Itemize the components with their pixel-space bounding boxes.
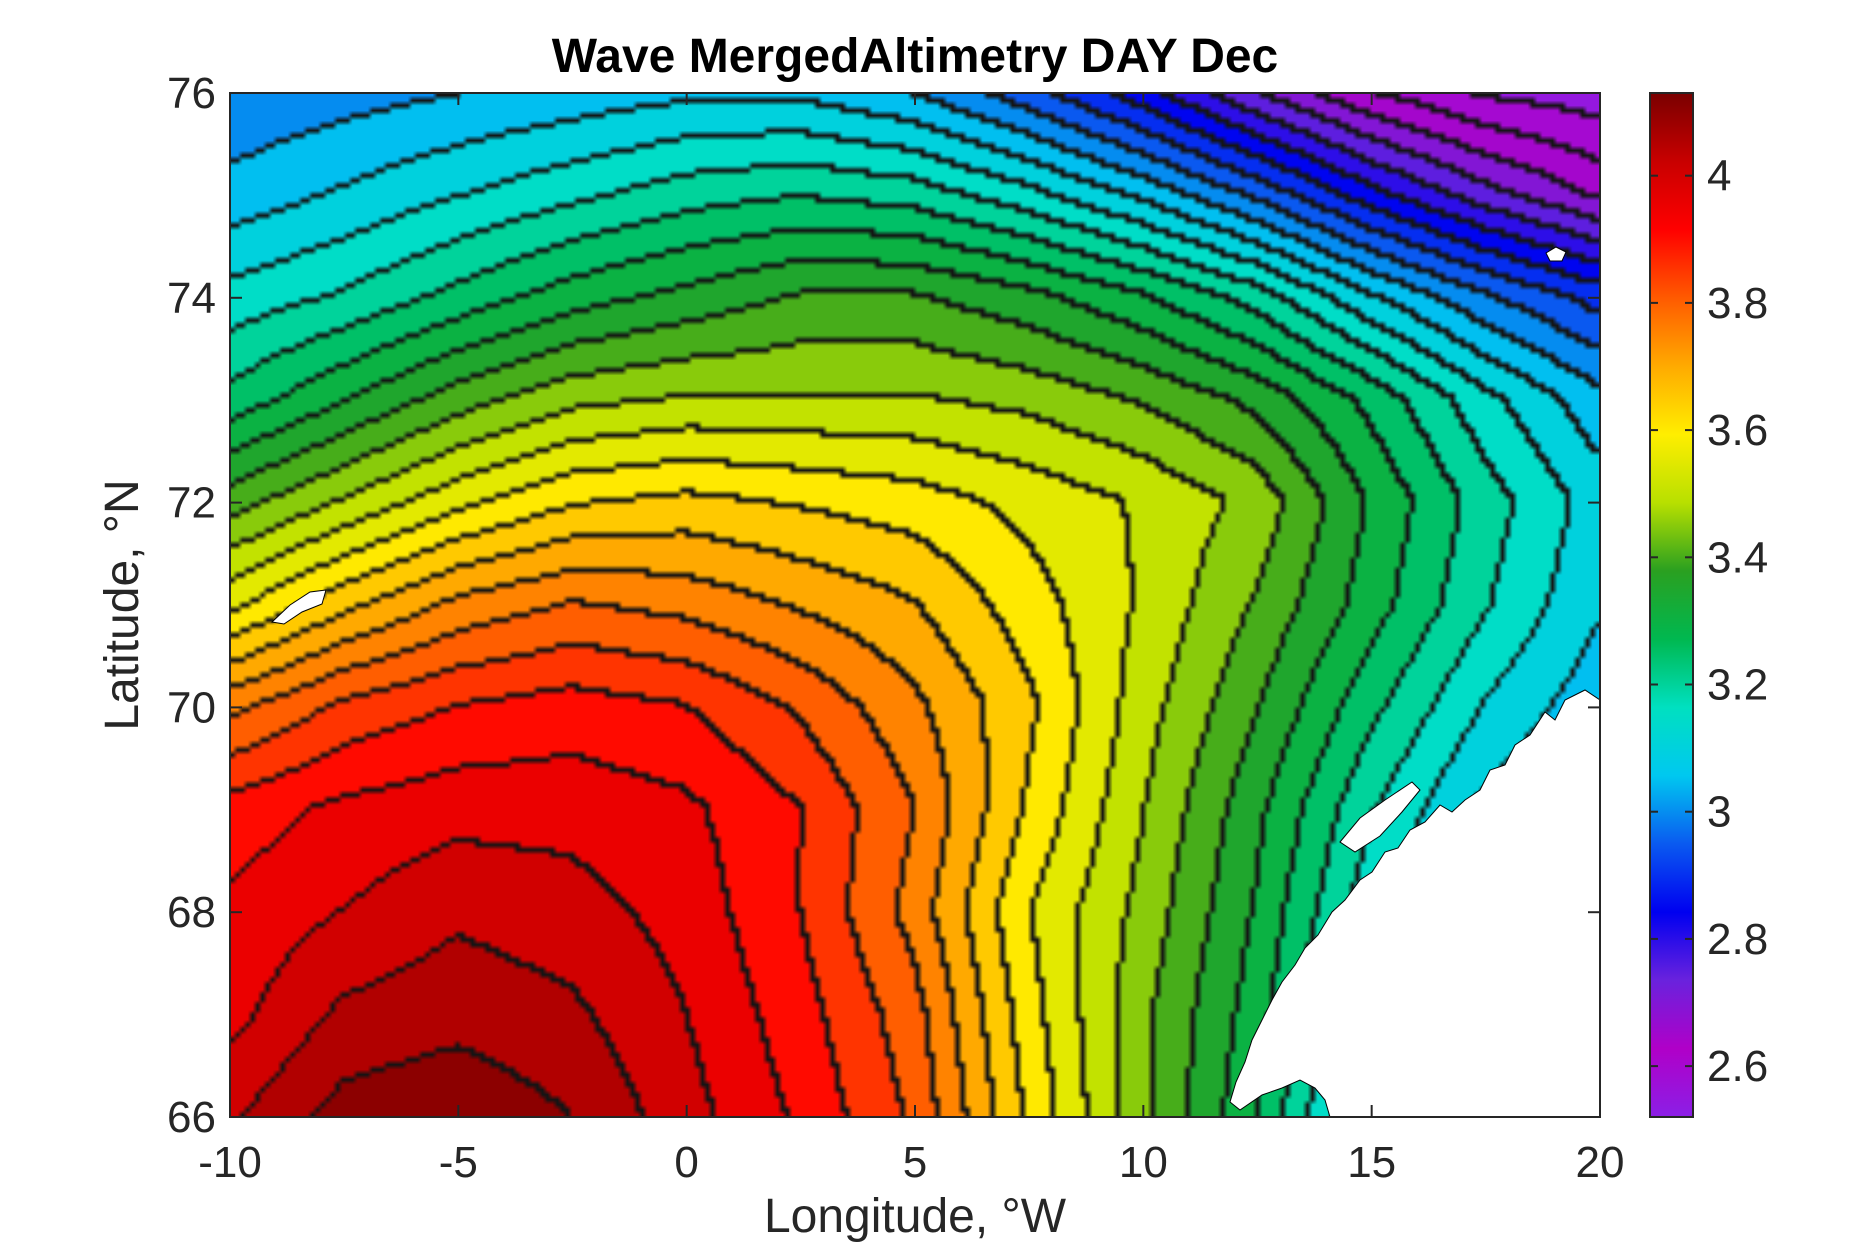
colorbar-tick-label: 3.2	[1707, 661, 1768, 710]
norway-coastline	[1229, 689, 1600, 1117]
colorbar-tick-label: 3	[1707, 788, 1731, 837]
island-northeast	[1545, 246, 1567, 262]
land-masses	[270, 246, 1600, 1117]
colorbar-tick-label: 2.8	[1707, 915, 1768, 964]
x-tick-label: -5	[439, 1138, 478, 1187]
colorbar-tick-label: 2.6	[1707, 1042, 1768, 1091]
x-tick-label: 0	[674, 1138, 698, 1187]
x-tick-label: 15	[1347, 1138, 1396, 1187]
colorbar-tick-label: 4	[1707, 152, 1731, 201]
x-tick-label: 5	[903, 1138, 927, 1187]
y-axis: 66 68 70 72 74 76	[167, 69, 1600, 1142]
chart-title: Wave MergedAltimetry DAY Dec	[552, 30, 1279, 83]
colorbar-gradient	[1649, 92, 1694, 1118]
x-axis-label: Longitude, °W	[764, 1190, 1067, 1243]
colorbar-ticks: 2.6 2.8 3 3.2 3.4 3.6 3.8 4	[1650, 152, 1768, 1091]
x-axis: -10 -5 0 5 10 15 20	[198, 93, 1624, 1187]
x-tick-label: 10	[1119, 1138, 1168, 1187]
x-tick-label: -10	[198, 1138, 262, 1187]
colorbar-tick-label: 3.8	[1707, 279, 1768, 328]
colorbar-tick-label: 3.6	[1707, 406, 1768, 455]
y-tick-label: 70	[167, 683, 216, 732]
y-axis-label: Latitude, °N	[96, 479, 149, 730]
y-tick-label: 74	[167, 274, 216, 323]
y-tick-label: 72	[167, 479, 216, 528]
coastal-islands	[1339, 781, 1421, 853]
y-tick-label: 76	[167, 69, 216, 118]
y-tick-label: 66	[167, 1093, 216, 1142]
colorbar-tick-label: 3.4	[1707, 533, 1768, 582]
island-west	[270, 589, 327, 625]
x-tick-label: 20	[1576, 1138, 1625, 1187]
y-tick-label: 68	[167, 888, 216, 937]
plot-area	[230, 93, 1600, 1117]
colorbar: 2.6 2.8 3 3.2 3.4 3.6 3.8 4	[1649, 92, 1768, 1118]
